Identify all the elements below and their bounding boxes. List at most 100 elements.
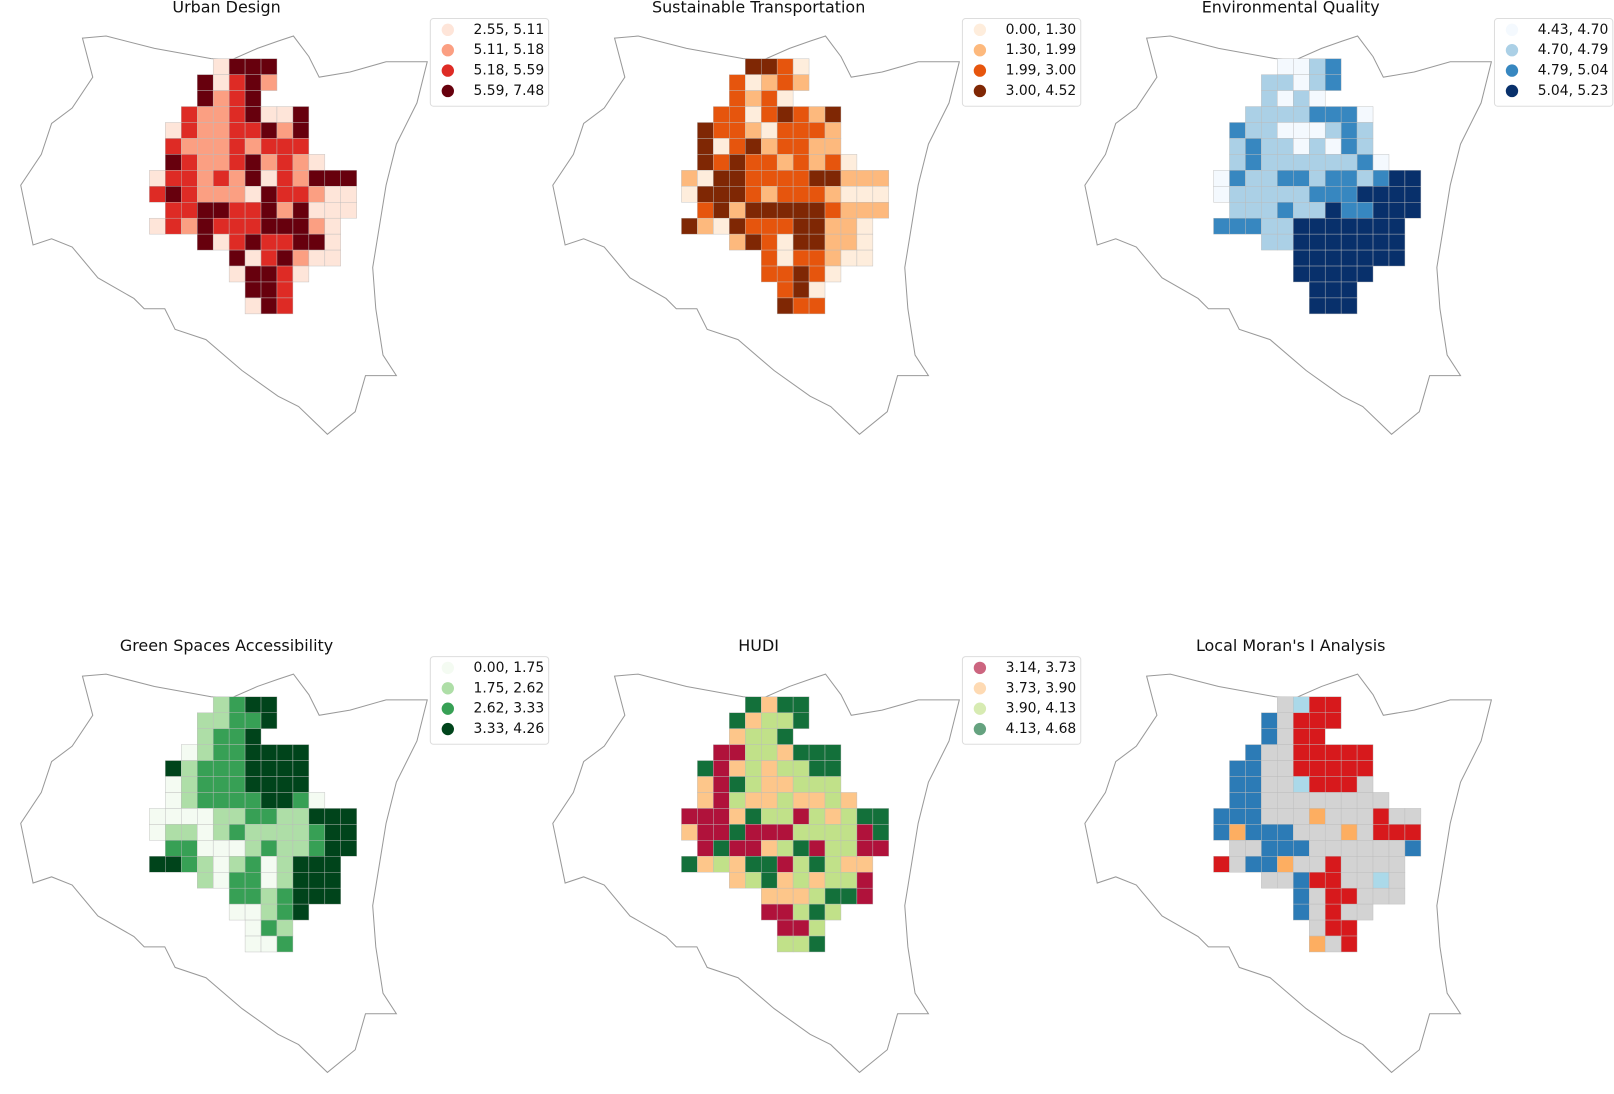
grid-cell (776, 808, 794, 825)
grid-cell (776, 776, 794, 793)
grid-cell (856, 808, 874, 825)
legend-marker (1505, 64, 1519, 77)
grid-cell (244, 776, 262, 793)
grid-cell (197, 792, 214, 809)
grid-cell (1340, 744, 1358, 761)
grid-cell (1261, 186, 1278, 203)
grid-cell (1261, 233, 1278, 251)
grid-cell (181, 217, 198, 235)
grid-cell (212, 872, 230, 889)
grid-cell (1340, 856, 1358, 873)
grid-cell (276, 935, 294, 953)
legend-marker (973, 661, 987, 675)
grid-cell (1261, 170, 1278, 187)
grid-cell (212, 808, 230, 825)
grid-cell (292, 186, 310, 203)
grid-cell (165, 776, 182, 793)
grid-cell (792, 935, 810, 953)
grid-cell (776, 249, 794, 267)
grid-cell (324, 249, 341, 267)
grid-cell (1293, 696, 1310, 713)
grid-cell (792, 776, 810, 793)
grid-cell (760, 808, 778, 825)
grid-cell (260, 186, 278, 203)
grid-cell (1277, 138, 1294, 155)
grid-cell (1229, 808, 1246, 825)
grid-cell (1213, 856, 1230, 873)
grid-cell (260, 233, 278, 251)
grid-cell (197, 217, 214, 235)
grid-cell (1293, 58, 1310, 75)
grid-cell (1229, 154, 1246, 171)
grid-cell (1309, 74, 1326, 91)
grid-cell (212, 138, 230, 155)
grid-cell (212, 712, 230, 729)
legend-label: 5.11, 5.18 (474, 42, 545, 58)
grid-cell (1261, 106, 1278, 123)
grid-cell (808, 249, 826, 267)
legend-marker (1505, 84, 1519, 98)
grid-cell (1293, 122, 1310, 139)
grid-cell (197, 856, 214, 873)
grid-cell (228, 186, 246, 203)
grid-cell (1261, 760, 1278, 777)
grid-cell (776, 856, 794, 873)
boundary (20, 673, 428, 1074)
grid-cell (1340, 154, 1358, 171)
grid-cell (760, 728, 778, 745)
grid-cell (697, 186, 714, 203)
grid-cell (1356, 840, 1374, 857)
grid-cell (792, 217, 810, 235)
legend-marker (441, 84, 454, 98)
grid-cell (1245, 824, 1262, 841)
grid-cell (776, 744, 794, 761)
legend-label: 5.59, 7.48 (474, 83, 545, 99)
grid-cell (1356, 106, 1374, 123)
grid-cell (745, 808, 762, 825)
grid-cell (1261, 217, 1278, 235)
grid-cell (1277, 712, 1294, 729)
grid-cell (228, 887, 246, 905)
grid-cell (212, 122, 230, 139)
grid-cell (792, 872, 810, 889)
legend-label: 3.73, 3.90 (1006, 680, 1077, 696)
grid-cell (681, 186, 698, 203)
grid-cell (1229, 122, 1246, 139)
grid-cell (856, 170, 874, 187)
grid-cell (1356, 856, 1374, 873)
grid-cell (308, 792, 326, 809)
grid-cell (1261, 154, 1278, 171)
grid-cell (776, 872, 794, 889)
grid-cell (840, 840, 858, 857)
grid-cell (1356, 122, 1374, 139)
grid-cell (1309, 744, 1326, 761)
grid-cell (340, 186, 357, 203)
grid-cell (1293, 217, 1310, 235)
grid-cell (212, 90, 230, 107)
legend-box (429, 18, 550, 107)
grid-cell (1277, 122, 1294, 139)
grid-cell (1261, 74, 1278, 91)
grid-cell (228, 696, 246, 713)
grid-cell (1324, 903, 1342, 921)
grid-cell (1340, 217, 1358, 235)
grid-cell (1293, 90, 1310, 107)
grid-cell (260, 760, 278, 777)
grid-cell (1293, 808, 1310, 825)
grid-cell (276, 760, 294, 777)
grid-cell (244, 74, 262, 91)
grid-cell (792, 265, 810, 283)
grid-cell (808, 872, 826, 889)
grid-cell (197, 872, 214, 889)
grid-cell (292, 824, 310, 841)
grid-cell (840, 872, 858, 889)
grid-cell (228, 170, 246, 187)
grid-cell (228, 74, 246, 91)
grid-cell (228, 856, 246, 873)
grid-cell (1309, 760, 1326, 777)
grid-cell (260, 935, 278, 953)
grid-cell (1277, 792, 1294, 809)
grid-cell (824, 792, 842, 809)
legend-label: 5.04, 5.23 (1538, 83, 1609, 99)
grid-cell (808, 887, 826, 905)
